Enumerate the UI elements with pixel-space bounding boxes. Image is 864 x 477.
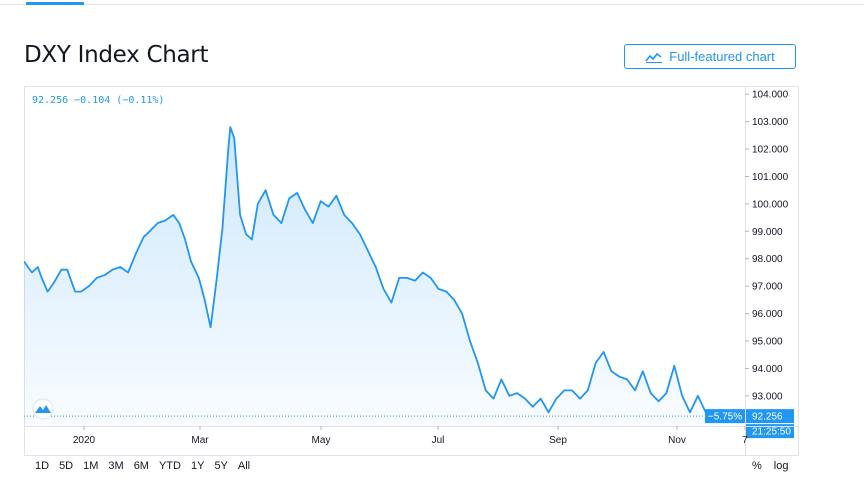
price-tick-label: 98.000 — [752, 254, 783, 265]
time-tick-label: Nov — [668, 435, 686, 446]
time-tick-label: May — [312, 435, 331, 446]
top-divider — [0, 4, 864, 5]
price-tick-label: 94.000 — [752, 364, 783, 375]
time-tick-label: 7 — [742, 435, 748, 446]
range-selector: 1D 5D 1M 3M 6M YTD 1Y 5Y All — [30, 460, 255, 472]
series-area-fill — [24, 127, 714, 426]
price-tick-label: 102.000 — [752, 145, 789, 156]
range-1y[interactable]: 1Y — [190, 460, 205, 472]
time-tick-label: Sep — [549, 435, 567, 446]
time-axis[interactable]: 2020 Mar May Jul Sep Nov 7 — [24, 426, 799, 446]
countdown-badge — [746, 424, 794, 439]
range-1m[interactable]: 1M — [83, 460, 99, 472]
tradingview-logo[interactable] — [32, 398, 54, 420]
range-all[interactable]: All — [237, 460, 251, 472]
logo-circle — [32, 398, 54, 420]
price-tick-label: 97.000 — [752, 282, 783, 293]
price-tick-label: 93.000 — [752, 391, 783, 402]
price-tick-label: 95.000 — [752, 337, 783, 348]
price-axis[interactable]: 93.000 94.000 95.000 96.000 97.000 98.000 99.0… — [705, 86, 794, 456]
dxy-price-line — [24, 126, 714, 417]
scale-options: % log — [752, 460, 788, 472]
range-1d[interactable]: 1D — [35, 460, 50, 472]
last-price-label: 92.256 — [752, 412, 783, 423]
change-percent-label: −5.75% — [708, 412, 742, 423]
price-legend: 92.256 −0.104 (−0.11%) — [32, 95, 165, 106]
last-price-badge — [746, 409, 794, 424]
price-tick-label: 101.000 — [752, 172, 789, 183]
price-tick-label: 100.000 — [752, 199, 789, 210]
full-featured-chart-button[interactable]: Full-featured chart — [624, 44, 796, 69]
log-scale-toggle[interactable]: log — [773, 460, 789, 472]
price-tick-label: 96.000 — [752, 309, 783, 320]
full-featured-chart-label: Full-featured chart — [669, 49, 775, 64]
change-percent-badge — [705, 409, 745, 424]
range-ytd[interactable]: YTD — [158, 460, 181, 472]
time-tick-label: 2020 — [73, 435, 96, 446]
page-title: DXY Index Chart — [24, 42, 209, 68]
chart-line-icon — [645, 51, 663, 63]
time-tick-label: Jul — [432, 435, 445, 446]
percent-scale-toggle[interactable]: % — [752, 460, 762, 472]
price-tick-label: 99.000 — [752, 227, 783, 238]
dxy-chart[interactable]: 93.000 94.000 95.000 96.000 97.000 98.000 99.0… — [24, 86, 799, 456]
range-5d[interactable]: 5D — [59, 460, 74, 472]
countdown-label: 21:25:50 — [752, 427, 791, 438]
plot-area — [24, 126, 745, 426]
active-tab-indicator — [26, 2, 84, 5]
logo-mountain-icon — [35, 405, 51, 413]
range-3m[interactable]: 3M — [108, 460, 124, 472]
time-tick-label: Mar — [191, 435, 209, 446]
price-tick-label: 103.000 — [752, 117, 789, 128]
range-6m[interactable]: 6M — [133, 460, 149, 472]
range-5y[interactable]: 5Y — [214, 460, 228, 472]
price-tick-label: 104.000 — [752, 90, 789, 101]
